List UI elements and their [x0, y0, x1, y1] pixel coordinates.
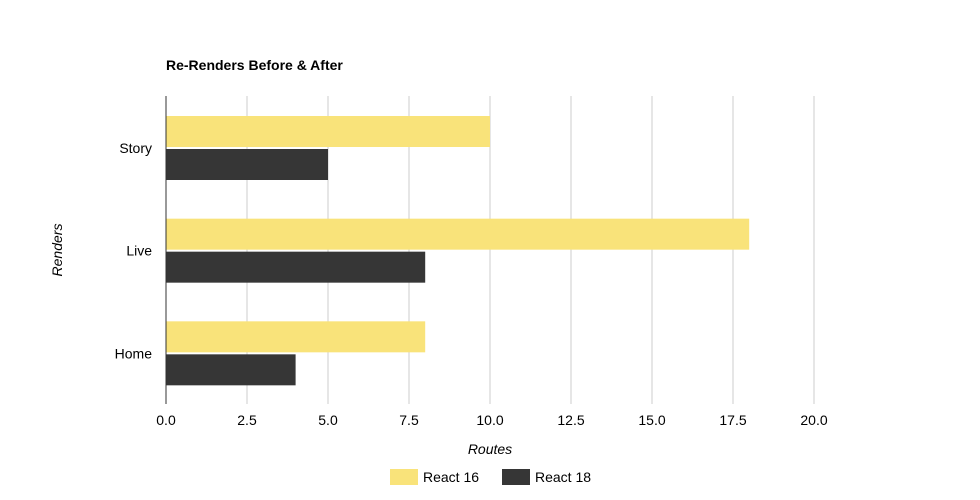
y-tick-labels: Story Live Home	[115, 140, 153, 361]
x-tick-label: 5.0	[318, 412, 338, 428]
bar-react-16-story	[166, 116, 490, 147]
x-axis-title: Routes	[468, 441, 512, 457]
gridlines	[246, 96, 815, 404]
legend: React 16 React 18	[390, 469, 591, 485]
legend-swatch-react-18	[502, 469, 530, 485]
y-tick-label-live: Live	[126, 243, 152, 259]
x-tick-label: 12.5	[557, 412, 584, 428]
x-tick-labels: 0.0 2.5 5.0 7.5 10.0 12.5 15.0 17.5 20.0	[156, 412, 828, 428]
x-tick-label: 17.5	[719, 412, 746, 428]
legend-label-react-18: React 18	[535, 469, 591, 485]
y-axis-title: Renders	[49, 224, 65, 277]
bar-react-16-home	[166, 321, 426, 353]
x-tick-label: 10.0	[476, 412, 503, 428]
x-tick-label: 0.0	[156, 412, 176, 428]
legend-label-react-16: React 16	[423, 469, 479, 485]
bar-react-18-live	[166, 251, 426, 283]
x-tick-label: 15.0	[638, 412, 665, 428]
x-tick-label: 2.5	[237, 412, 257, 428]
x-tick-label: 20.0	[800, 412, 827, 428]
y-tick-label-home: Home	[115, 345, 153, 361]
bar-react-18-story	[166, 149, 328, 180]
bars	[166, 116, 750, 386]
bar-react-16-live	[166, 218, 750, 250]
y-tick-label-story: Story	[119, 140, 152, 156]
chart-title: Re-Renders Before & After	[166, 57, 343, 73]
x-tick-label: 7.5	[399, 412, 419, 428]
bar-react-18-home	[166, 354, 296, 386]
legend-swatch-react-16	[390, 469, 418, 485]
